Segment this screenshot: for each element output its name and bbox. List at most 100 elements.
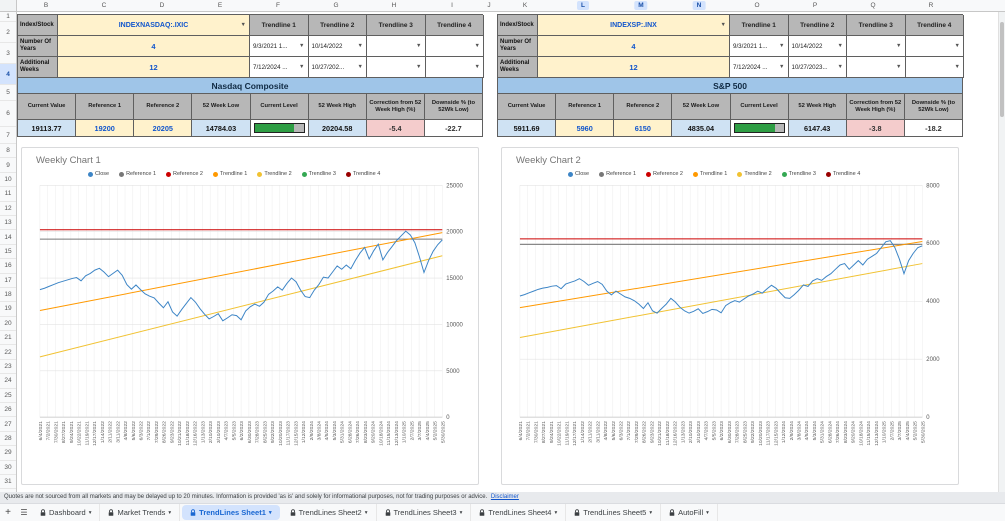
sheet-tab-trendlines-sheet1[interactable]: TrendLines Sheet1 ▾ <box>182 505 280 520</box>
svg-text:5/3/2024: 5/3/2024 <box>332 421 338 440</box>
row-header-30[interactable]: 30 <box>0 461 16 475</box>
row-header-12[interactable]: 12 <box>0 202 16 216</box>
scrollbar-thumb[interactable] <box>1000 22 1004 117</box>
row-header-20[interactable]: 20 <box>0 317 16 332</box>
date-dropdown[interactable]: 7/12/2024 ... ▼ <box>250 57 309 78</box>
row-header-4[interactable]: 4 <box>0 64 16 85</box>
column-header-Q[interactable]: Q <box>870 2 876 9</box>
row-header-19[interactable]: 19 <box>0 302 16 317</box>
row-header-11[interactable]: 11 <box>0 187 16 202</box>
row-header-24[interactable]: 24 <box>0 374 16 389</box>
date-dropdown[interactable]: 7/12/2024 ... ▼ <box>730 57 789 78</box>
row-header-3[interactable]: 3 <box>0 43 16 64</box>
chart-nasdaq[interactable]: Weekly Chart 1 Close Reference 1 Reference … <box>21 147 479 485</box>
date-dropdown[interactable]: ▼ <box>905 57 964 78</box>
config-value-cell[interactable]: 12 <box>538 57 730 78</box>
date-dropdown[interactable]: 10/27/202... ▼ <box>308 57 367 78</box>
column-header-I[interactable]: I <box>451 2 453 9</box>
column-header-D[interactable]: D <box>159 2 165 9</box>
column-header-B[interactable]: B <box>43 2 49 9</box>
date-dropdown[interactable]: ▼ <box>367 36 426 57</box>
chevron-down-icon: ▼ <box>357 43 363 49</box>
date-dropdown[interactable]: ▼ <box>425 36 484 57</box>
row-header-17[interactable]: 17 <box>0 274 16 288</box>
svg-text:5/31/2024: 5/31/2024 <box>820 421 826 443</box>
stat-header: Correction from 52 Week High (%) <box>846 94 905 120</box>
sheet-tab-autofill[interactable]: AutoFill ▾ <box>661 503 718 521</box>
lock-icon <box>40 508 46 516</box>
column-header-N[interactable]: N <box>692 1 706 10</box>
column-header-G[interactable]: G <box>333 2 339 9</box>
stat-header: Reference 2 <box>614 94 673 120</box>
symbol-dropdown[interactable]: INDEXNASDAQ:.IXIC ▼ <box>58 15 250 36</box>
column-header-F[interactable]: F <box>276 2 280 9</box>
row-header-29[interactable]: 29 <box>0 446 16 461</box>
row-header-26[interactable]: 26 <box>0 403 16 418</box>
column-header-E[interactable]: E <box>217 2 223 9</box>
column-header-C[interactable]: C <box>101 2 107 9</box>
row-header-1[interactable]: 1 <box>0 12 16 22</box>
row-header-28[interactable]: 28 <box>0 432 16 447</box>
row-header-8[interactable]: 8 <box>0 144 16 159</box>
row-header-2[interactable]: 2 <box>0 22 16 43</box>
row-header-13[interactable]: 13 <box>0 216 16 231</box>
row-header-31[interactable]: 31 <box>0 475 16 490</box>
disclaimer-link[interactable]: Disclaimer <box>490 494 519 500</box>
vertical-scrollbar[interactable] <box>998 12 1005 492</box>
trendline-header-2: Trendline 2 <box>788 15 847 36</box>
row-header-14[interactable]: 14 <box>0 230 16 245</box>
sheet-tab-trendlines-sheet5[interactable]: TrendLines Sheet5 ▾ <box>566 503 662 521</box>
row-header-22[interactable]: 22 <box>0 345 16 360</box>
date-dropdown[interactable]: 9/3/2021 1... ▼ <box>730 36 789 57</box>
row-header-18[interactable]: 18 <box>0 288 16 303</box>
column-header-R[interactable]: R <box>928 2 934 9</box>
stat-value: 6147.43 <box>788 120 847 137</box>
sheet-tab-trendlines-sheet3[interactable]: TrendLines Sheet3 ▾ <box>377 503 472 521</box>
add-sheet-button[interactable]: + <box>5 507 11 518</box>
chart-sp500[interactable]: Weekly Chart 2 Close Reference 1 Reference … <box>501 147 959 485</box>
svg-text:6/28/2024: 6/28/2024 <box>827 421 833 443</box>
column-header-M[interactable]: M <box>634 1 648 10</box>
row-header-7[interactable]: 7 <box>0 127 16 144</box>
row-header-16[interactable]: 16 <box>0 259 16 274</box>
symbol-dropdown[interactable]: INDEXSP:.INX ▼ <box>538 15 730 36</box>
stat-value: -3.8 <box>846 120 905 137</box>
config-value-cell[interactable]: 12 <box>58 57 250 78</box>
row-header-25[interactable]: 25 <box>0 389 16 404</box>
row-header-9[interactable]: 9 <box>0 158 16 173</box>
row-header-27[interactable]: 27 <box>0 417 16 432</box>
row-header-23[interactable]: 23 <box>0 360 16 375</box>
date-dropdown[interactable]: 10/14/2022 ▼ <box>308 36 367 57</box>
sheet-tab-trendlines-sheet4[interactable]: TrendLines Sheet4 ▾ <box>471 503 567 521</box>
row-header-6[interactable]: 6 <box>0 101 16 127</box>
weekly-chart-plot: 6/4/2021 7/2/2021 7/30/2021 8/27/2021 9/24/2… <box>38 183 464 446</box>
all-sheets-menu-button[interactable]: ☰ <box>20 508 28 517</box>
config-value-cell[interactable]: 4 <box>58 36 250 57</box>
row-header-15[interactable]: 15 <box>0 245 16 260</box>
column-header-L[interactable]: L <box>577 1 589 10</box>
row-header-10[interactable]: 10 <box>0 173 16 188</box>
date-dropdown[interactable]: 9/3/2021 1... ▼ <box>250 36 309 57</box>
date-dropdown[interactable]: ▼ <box>847 36 906 57</box>
date-dropdown[interactable]: ▼ <box>847 57 906 78</box>
column-header-J[interactable]: J <box>487 2 491 9</box>
svg-text:2/10/2023: 2/10/2023 <box>688 421 694 443</box>
config-value-cell[interactable]: 4 <box>538 36 730 57</box>
row-header-5[interactable]: 5 <box>0 85 16 101</box>
sheet-tab-dashboard[interactable]: Dashboard ▾ <box>32 503 101 521</box>
column-header-P[interactable]: P <box>812 2 818 9</box>
column-header-K[interactable]: K <box>522 2 528 9</box>
date-dropdown[interactable]: ▼ <box>905 36 964 57</box>
select-all-corner[interactable] <box>0 0 17 11</box>
date-dropdown[interactable]: ▼ <box>367 57 426 78</box>
sheet-tab-market-trends[interactable]: Market Trends ▾ <box>100 503 181 521</box>
column-header-O[interactable]: O <box>754 2 760 9</box>
column-header-H[interactable]: H <box>391 2 397 9</box>
date-dropdown[interactable]: 10/14/2022 ▼ <box>788 36 847 57</box>
date-dropdown[interactable]: 10/27/2023... ▼ <box>788 57 847 78</box>
date-value: 7/12/2024 ... <box>733 63 768 71</box>
date-dropdown[interactable]: ▼ <box>425 57 484 78</box>
row-header-21[interactable]: 21 <box>0 331 16 346</box>
svg-text:10/18/2024: 10/18/2024 <box>858 421 864 446</box>
sheet-tab-trendlines-sheet2[interactable]: TrendLines Sheet2 ▾ <box>282 503 377 521</box>
